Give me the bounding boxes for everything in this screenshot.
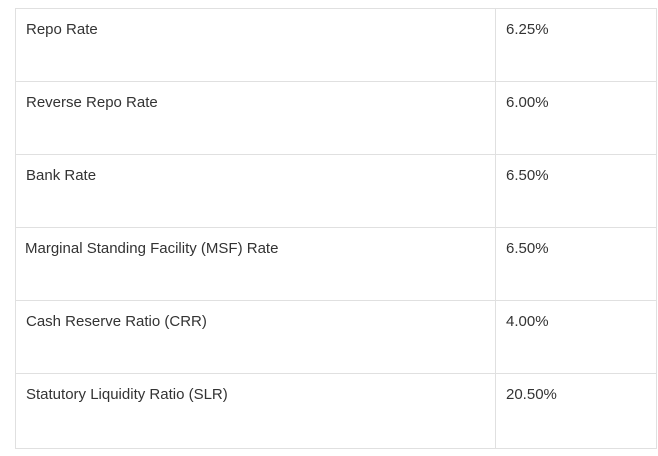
table-row: Reverse Repo Rate 6.00% bbox=[15, 81, 657, 155]
rate-value-cell: 6.50% bbox=[495, 227, 657, 301]
rate-name-cell: Bank Rate bbox=[15, 154, 496, 228]
rate-name-cell: Repo Rate bbox=[15, 8, 496, 82]
table-row: Repo Rate 6.25% bbox=[15, 8, 657, 82]
table-row: Marginal Standing Facility (MSF) Rate 6.… bbox=[15, 227, 657, 301]
rate-value-cell: 6.50% bbox=[495, 154, 657, 228]
table-row: Bank Rate 6.50% bbox=[15, 154, 657, 228]
rate-value-cell: 4.00% bbox=[495, 300, 657, 374]
table-row: Cash Reserve Ratio (CRR) 4.00% bbox=[15, 300, 657, 374]
rates-table: Repo Rate 6.25% Reverse Repo Rate 6.00% … bbox=[15, 8, 657, 449]
rate-value-cell: 6.00% bbox=[495, 81, 657, 155]
rate-name-cell: Cash Reserve Ratio (CRR) bbox=[15, 300, 496, 374]
table-row: Statutory Liquidity Ratio (SLR) 20.50% bbox=[15, 373, 657, 449]
rate-name-cell: Reverse Repo Rate bbox=[15, 81, 496, 155]
rate-value-cell: 20.50% bbox=[495, 373, 657, 449]
rate-name-cell: Marginal Standing Facility (MSF) Rate bbox=[15, 227, 496, 301]
rate-name-cell: Statutory Liquidity Ratio (SLR) bbox=[15, 373, 496, 449]
rate-value-cell: 6.25% bbox=[495, 8, 657, 82]
